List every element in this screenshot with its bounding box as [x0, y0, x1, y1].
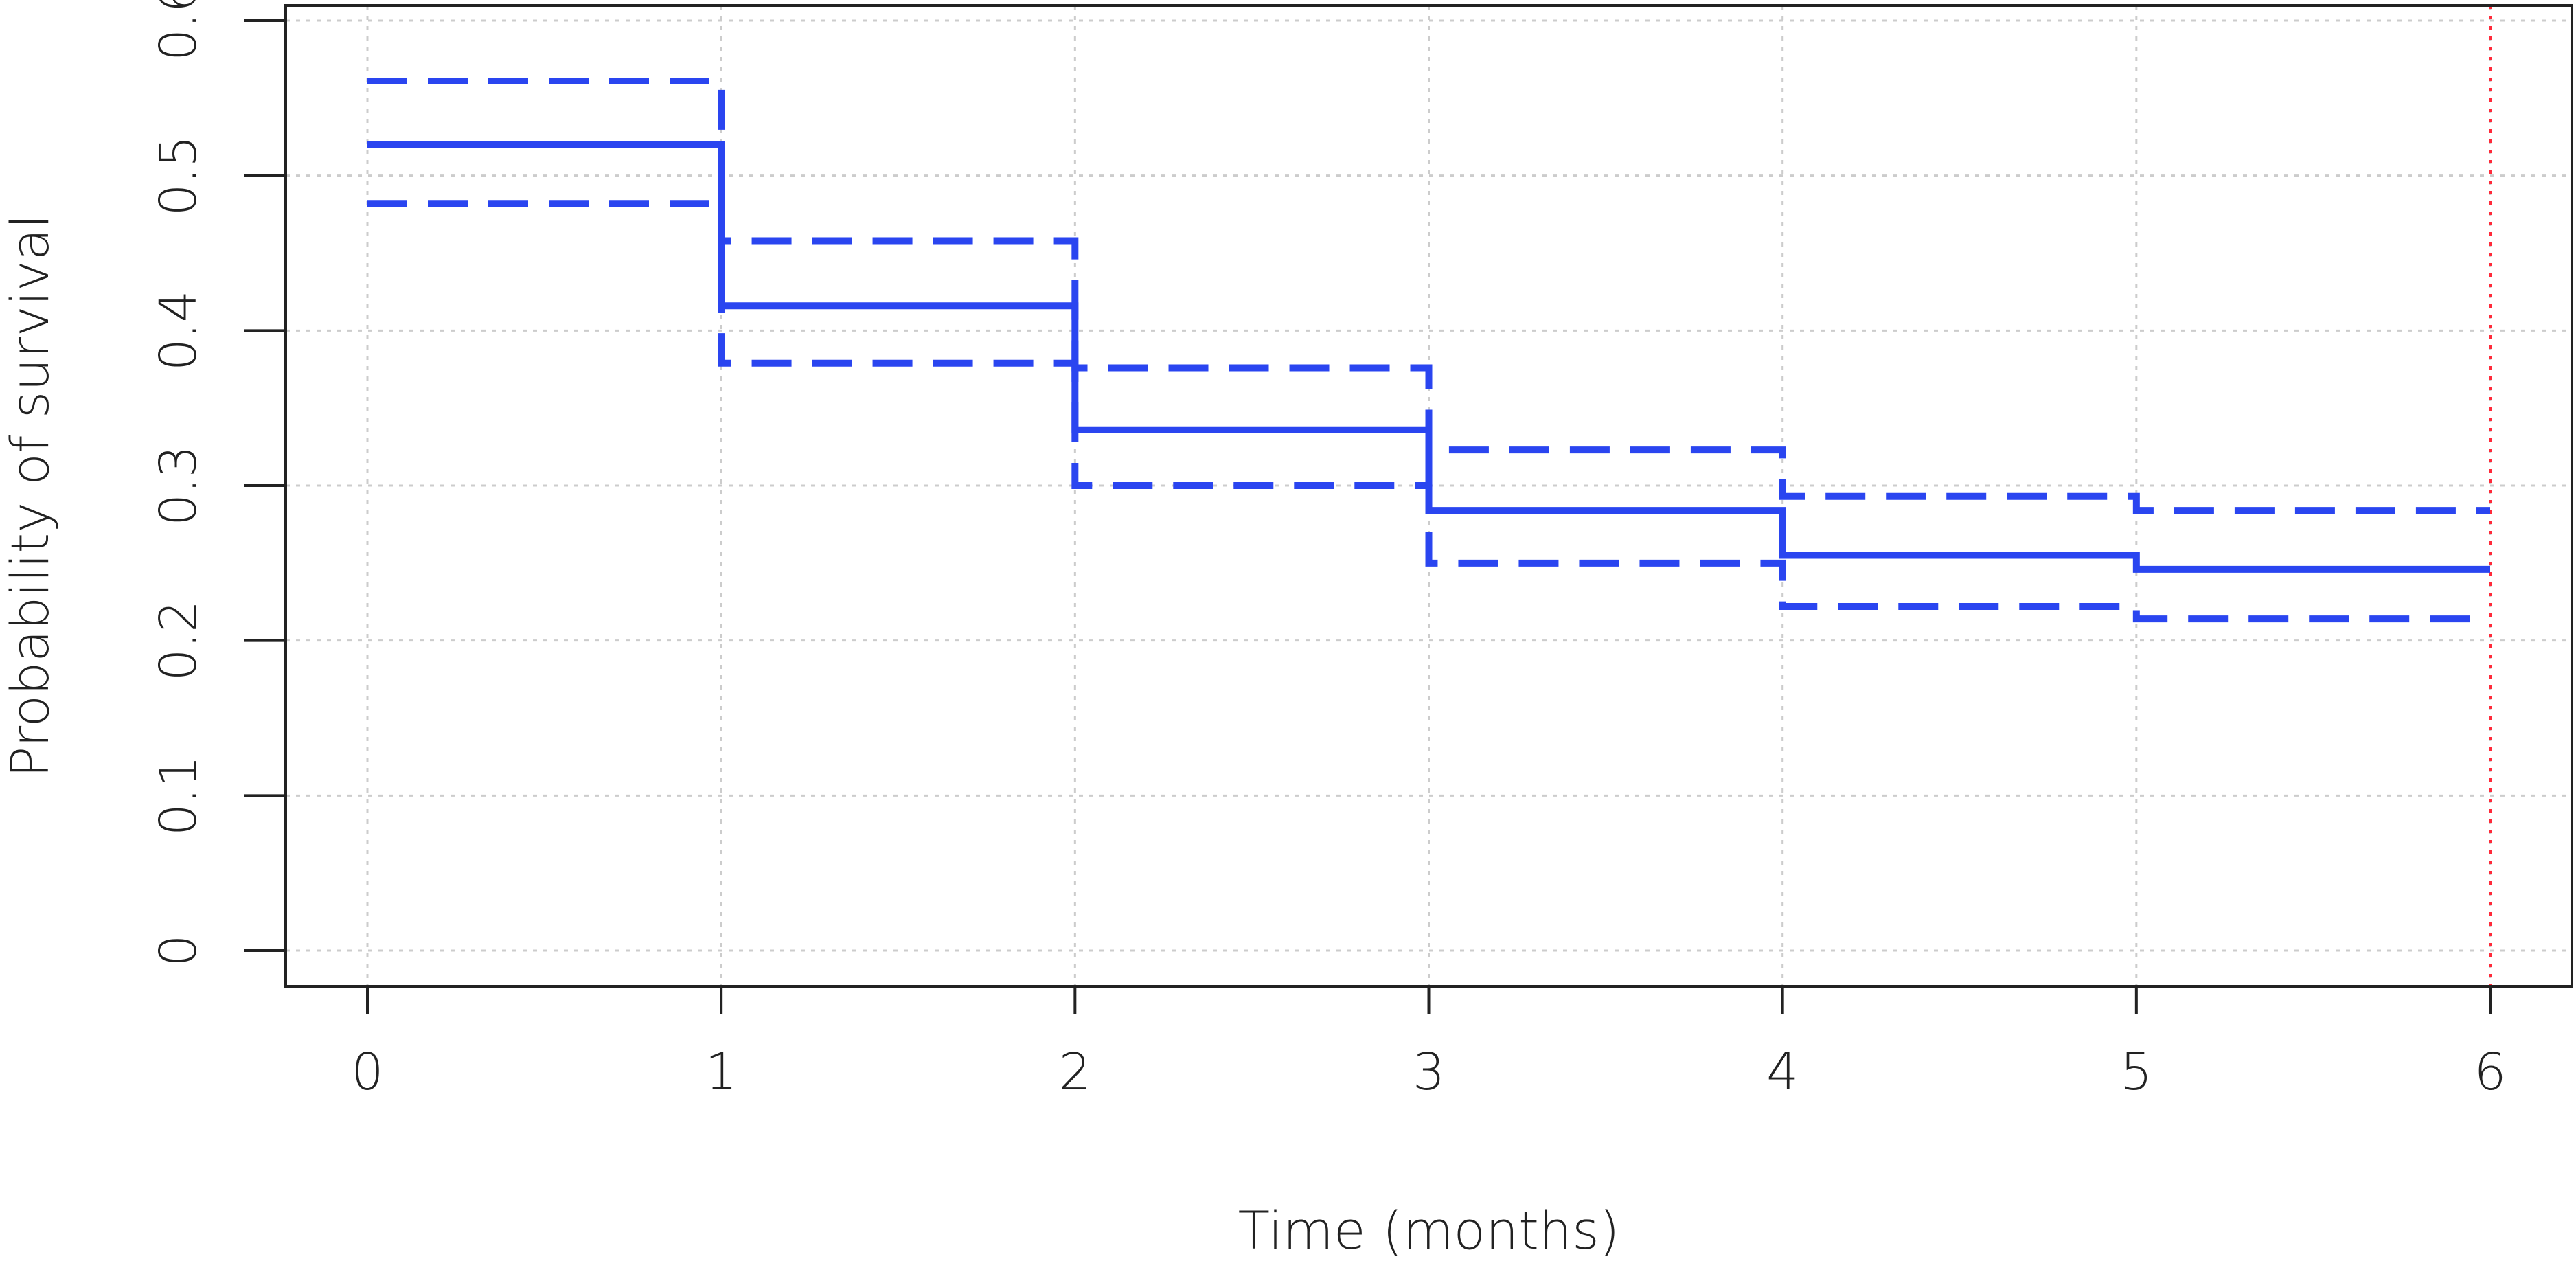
x-tick-label: 3	[1413, 1043, 1445, 1102]
y-tick-label: 0.2	[149, 600, 208, 681]
x-tick-label: 5	[2120, 1043, 2152, 1102]
x-tick-label: 2	[1059, 1043, 1091, 1102]
y-tick-label: 0.6	[149, 0, 208, 61]
x-axis-title: Time (months)	[1238, 1200, 1620, 1261]
y-axis-title: Probability of survival	[0, 214, 60, 777]
y-axis: 0 0.1 0.2 0.3 0.4 0.5 0.6	[149, 0, 286, 967]
series-lower-ci	[367, 200, 2490, 623]
y-tick-label: 0.1	[149, 755, 208, 836]
x-tick-label: 6	[2474, 1043, 2506, 1102]
y-tick-label: 0.3	[149, 445, 208, 526]
x-tick-label: 1	[705, 1043, 738, 1102]
y-tick-label: 0	[149, 934, 208, 966]
y-tick-label: 0.5	[149, 135, 208, 216]
series-layer	[367, 78, 2490, 623]
x-tick-label: 4	[1766, 1043, 1799, 1102]
x-axis: 0 1 2 3 4 5 6	[351, 986, 2507, 1102]
x-tick-label: 0	[351, 1043, 383, 1102]
y-tick-label: 0.4	[149, 290, 208, 371]
